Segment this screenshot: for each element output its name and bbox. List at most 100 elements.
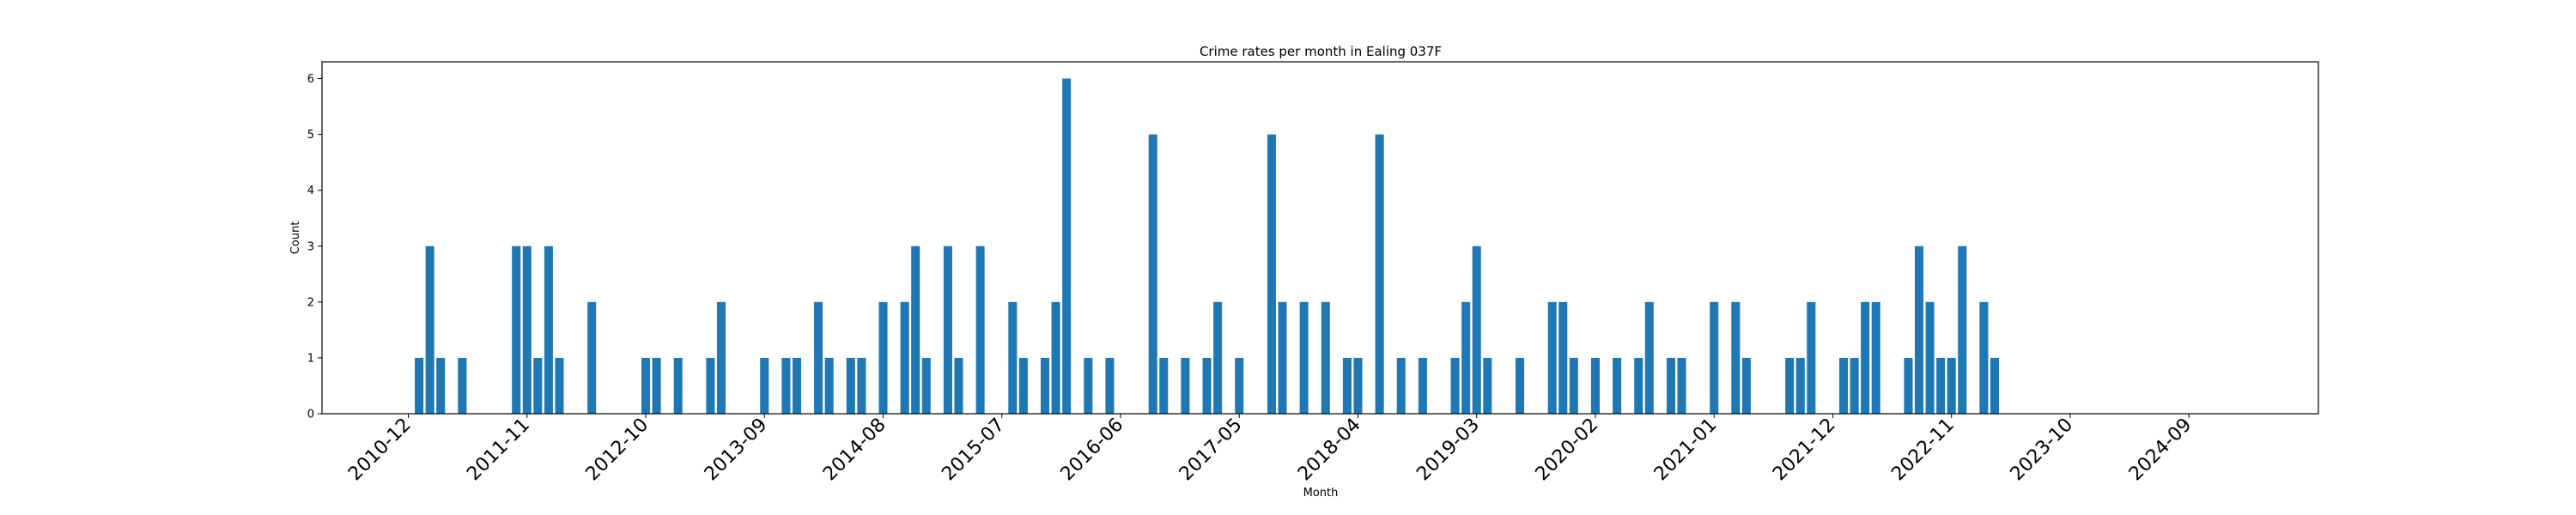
bar-2019-01 [1450,357,1460,414]
bar-2013-04 [706,357,715,414]
bar-2015-12 [1051,301,1060,414]
bar-2017-05 [1235,357,1244,414]
bar-2021-10 [1807,301,1816,414]
bar-2015-02 [943,245,952,414]
y-tick-label: 3 [307,240,314,253]
y-tick-label: 1 [307,352,314,365]
bar-2019-03 [1472,245,1481,414]
bar-2013-09 [760,357,769,414]
bar-2017-02 [1202,357,1212,414]
bar-2013-12 [792,357,801,414]
x-tick-label: 2019-03 [1413,415,1484,486]
bar-2018-08 [1396,357,1406,414]
x-tick-label: 2017-05 [1176,415,1247,486]
y-tick-label: 6 [307,73,314,86]
x-tick-label: 2016-06 [1057,415,1128,486]
bar-2012-05 [587,301,597,414]
y-tick-label: 4 [307,185,314,197]
bar-2022-04 [1871,301,1880,414]
x-axis-label: Month [1303,487,1339,500]
bar-2021-03 [1731,301,1741,414]
bar-2014-08 [878,301,888,414]
bar-2012-02 [555,357,564,414]
bar-2018-03 [1342,357,1352,414]
bar-2017-08 [1267,134,1276,414]
bar-2013-11 [781,357,791,414]
bar-2014-03 [824,357,834,414]
bar-2011-10 [512,245,521,414]
bar-2011-11 [522,245,532,414]
bar-2014-12 [921,357,931,414]
bar-2022-02 [1850,357,1859,414]
bar-2022-08 [1914,245,1924,414]
x-tick-label: 2013-09 [701,415,772,486]
bar-2022-03 [1861,301,1870,414]
x-axis: 2010-12 2011-11 2012-10 2013-09 2014-08 2015-… [344,414,2196,485]
bars-group [415,78,1999,415]
bar-2018-01 [1321,301,1330,414]
x-tick-label: 2015-07 [938,415,1009,486]
x-tick-label: 2020-02 [1532,415,1603,486]
bar-2018-10 [1418,357,1427,414]
x-tick-label: 2014-08 [819,415,890,486]
bar-2011-03 [436,357,446,414]
bar-2019-02 [1461,301,1471,414]
bar-2011-12 [533,357,543,414]
bar-2022-12 [1958,245,1967,414]
bar-2022-09 [1925,301,1935,414]
x-tick-label: 2021-01 [1650,415,1722,486]
bar-2013-05 [716,301,726,414]
bar-2020-10 [1677,357,1686,414]
bar-2013-01 [673,357,683,414]
bar-2022-07 [1904,357,1913,414]
bar-2011-02 [425,245,434,414]
bar-2015-03 [954,357,963,414]
bar-2021-09 [1795,357,1805,414]
bar-2014-10 [900,301,909,414]
bar-2022-11 [1947,357,1956,414]
bar-2019-10 [1547,301,1557,414]
y-axis: 0 1 2 3 4 5 6 [307,73,322,421]
bar-2020-09 [1666,357,1675,414]
bar-2015-08 [1008,301,1018,414]
bar-2020-06 [1634,357,1643,414]
x-tick-label: 2010-12 [344,415,416,486]
bar-2018-06 [1375,134,1384,414]
bar-2015-11 [1041,357,1050,414]
bar-2012-01 [544,245,553,414]
bar-2014-05 [846,357,855,414]
bar-2017-03 [1213,301,1223,414]
bar-2017-09 [1278,301,1287,414]
bar-2012-10 [641,357,651,414]
bar-2015-09 [1018,357,1028,414]
bar-2011-01 [415,357,424,414]
chart-title: Crime rates per month in Ealing 037F [1200,44,1442,59]
bar-2016-10 [1159,357,1169,414]
bar-2022-01 [1839,357,1849,414]
y-tick-label: 2 [307,296,314,309]
bar-2016-01 [1062,78,1072,415]
x-tick-label: 2024-09 [2125,415,2196,486]
bar-2021-01 [1710,301,1719,414]
x-tick-label: 2018-04 [1294,415,1365,486]
bar-2019-12 [1569,357,1578,414]
bar-2023-02 [1979,301,1989,414]
bar-2023-03 [1990,357,1999,414]
bar-2016-05 [1105,357,1115,414]
bar-2021-08 [1785,357,1795,414]
bar-2020-07 [1644,301,1654,414]
bar-2014-02 [814,301,823,414]
bar-2021-04 [1741,357,1751,414]
plot-frame [321,61,2319,415]
bar-2015-05 [975,245,985,414]
bar-2014-11 [911,245,920,414]
y-tick-label: 5 [307,129,314,142]
x-tick-label: 2023-10 [2007,415,2078,486]
y-axis-label: Count [289,221,302,255]
bar-2014-06 [857,357,866,414]
bar-2020-04 [1613,357,1622,414]
bar-2011-05 [458,357,467,414]
bar-2018-04 [1353,357,1363,414]
bar-2017-11 [1299,301,1309,414]
